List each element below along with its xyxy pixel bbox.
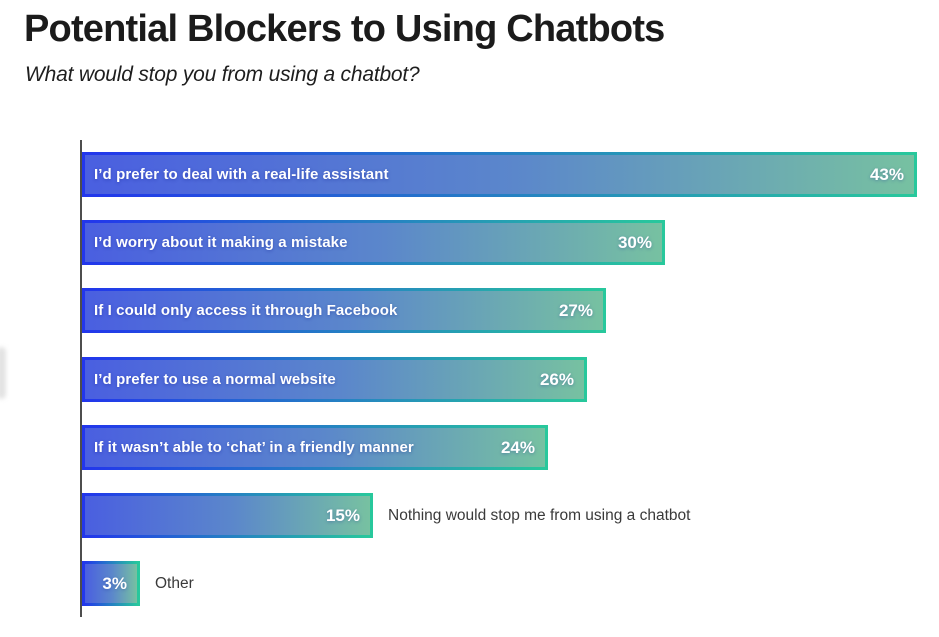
bar-category-label: If I could only access it through Facebo… <box>94 302 398 319</box>
bar-value-label: 43% <box>869 164 904 184</box>
bar-value-label: 27% <box>558 300 593 320</box>
bar-row: I’d prefer to use a normal website 26% <box>82 357 937 402</box>
bar-category-label: If it wasn’t able to ‘chat’ in a friendl… <box>94 439 414 456</box>
bar: I’d prefer to use a normal website 26% <box>82 357 587 402</box>
bar: 15% <box>82 493 373 538</box>
bar-value-label: 30% <box>617 232 652 252</box>
chart-title: Potential Blockers to Using Chatbots <box>24 8 665 50</box>
bar-row: 15% Nothing would stop me from using a ch… <box>82 493 937 538</box>
bar-category-label-outside: Nothing would stop me from using a chatb… <box>388 506 691 524</box>
bar-category-label: I’d worry about it making a mistake <box>94 234 348 251</box>
bar-chart: I’d prefer to deal with a real-life assi… <box>80 140 937 625</box>
bar: I’d prefer to deal with a real-life assi… <box>82 152 917 197</box>
bar: If I could only access it through Facebo… <box>82 288 606 333</box>
bar: If it wasn’t able to ‘chat’ in a friendl… <box>82 425 548 470</box>
bar: I’d worry about it making a mistake 30% <box>82 220 665 265</box>
y-axis-line <box>80 140 82 617</box>
bar: 3% <box>82 561 140 606</box>
bar-value-label: 26% <box>539 369 574 389</box>
bar-category-label: I’d prefer to use a normal website <box>94 371 336 388</box>
bar-value-label: 3% <box>102 573 127 593</box>
left-edge-artifact <box>0 347 6 399</box>
bar-row: If I could only access it through Facebo… <box>82 288 937 333</box>
bar-row: If it wasn’t able to ‘chat’ in a friendl… <box>82 425 937 470</box>
chart-subtitle: What would stop you from using a chatbot… <box>25 63 420 86</box>
bar-row: 3% Other <box>82 561 937 606</box>
bar-row: I’d worry about it making a mistake 30% <box>82 220 937 265</box>
bar-category-label-outside: Other <box>155 574 194 592</box>
bar-row: I’d prefer to deal with a real-life assi… <box>82 152 937 197</box>
bar-value-label: 15% <box>325 505 360 525</box>
bar-category-label: I’d prefer to deal with a real-life assi… <box>94 166 389 183</box>
bar-value-label: 24% <box>500 437 535 457</box>
